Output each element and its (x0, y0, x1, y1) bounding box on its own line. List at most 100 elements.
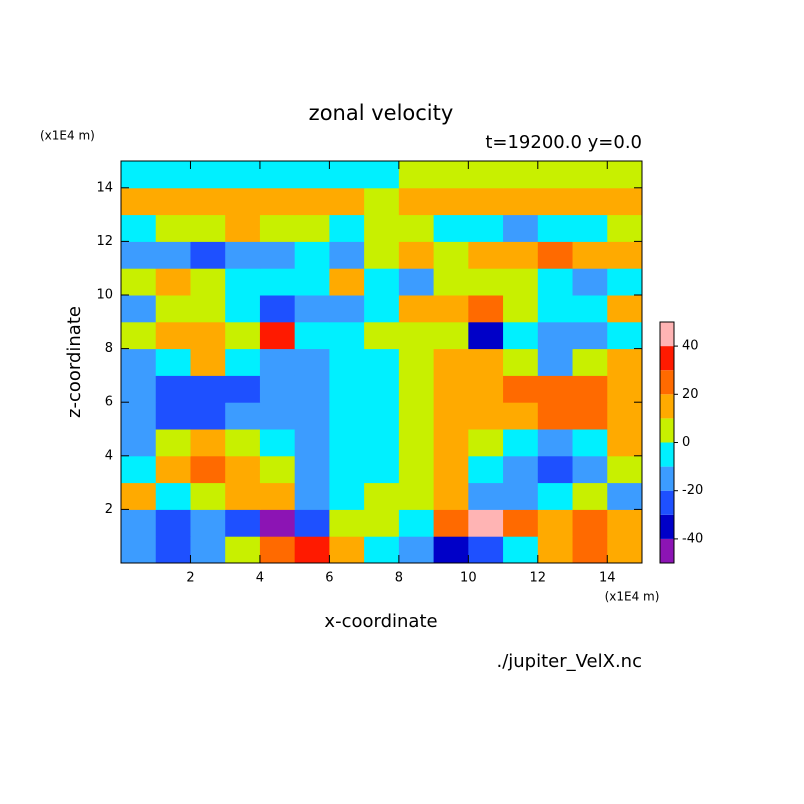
contour-cell (433, 321, 469, 350)
colorbar-swatch (660, 370, 674, 395)
colorbar-swatch (660, 514, 674, 539)
contour-cell (329, 429, 365, 457)
contour-cell (259, 348, 296, 376)
contour-cell (225, 187, 261, 216)
contour-cell (607, 536, 643, 564)
contour-cell (537, 321, 574, 350)
contour-cell (537, 429, 574, 457)
colorbar-swatch (660, 346, 674, 371)
contour-cell (225, 482, 261, 510)
contour-cell (398, 295, 435, 323)
contour-cell (190, 295, 226, 323)
contour-cell (121, 402, 157, 430)
contour-cell (503, 241, 539, 269)
contour-cell (121, 375, 157, 403)
contour-cell (364, 321, 400, 350)
contour-cell (190, 268, 226, 296)
chart-subtitle: t=19200.0 y=0.0 (485, 132, 642, 153)
contour-cell (364, 187, 400, 216)
contour-cell (155, 241, 191, 269)
contour-cell (155, 321, 191, 350)
contour-cell (329, 268, 365, 296)
contour-cell (329, 214, 365, 242)
contour-cell (572, 429, 608, 457)
colorbar-swatch (660, 418, 674, 443)
contour-cell (329, 509, 365, 537)
contour-cell (225, 509, 261, 537)
contour-cell (468, 375, 504, 403)
contour-cell (364, 536, 400, 564)
contour-cell (607, 482, 643, 510)
colorbar-tick-label: 20 (682, 387, 699, 402)
contour-cell (121, 455, 157, 484)
colorbar-tick-label: 0 (682, 435, 690, 450)
contour-cell (433, 161, 469, 189)
contour-cell (468, 161, 504, 189)
contour-cell (329, 187, 365, 216)
contour-cell (572, 161, 608, 189)
contour-cell (398, 348, 435, 376)
contour-cell (433, 509, 469, 537)
contour-cell (433, 214, 469, 242)
contour-cell (121, 214, 157, 242)
contour-cell (190, 161, 226, 189)
contour-cell (294, 536, 330, 564)
contour-cell (259, 214, 296, 242)
colorbar-swatch (660, 394, 674, 419)
contour-cell (364, 455, 400, 484)
contour-cell (468, 536, 504, 564)
contour-cell (468, 214, 504, 242)
contour-cell (537, 455, 574, 484)
contour-cell (294, 429, 330, 457)
contour-cell (121, 321, 157, 350)
contour-cell (329, 455, 365, 484)
contour-cell (225, 375, 261, 403)
contour-cell (572, 375, 608, 403)
contour-cell (433, 482, 469, 510)
contour-cell (121, 241, 157, 269)
contour-cell (294, 187, 330, 216)
contour-cell (225, 455, 261, 484)
contour-cell (225, 241, 261, 269)
x-tick-label: 8 (395, 571, 403, 586)
contour-cell (259, 241, 296, 269)
contour-cell (225, 348, 261, 376)
contour-cell (364, 268, 400, 296)
contour-cell (503, 295, 539, 323)
contour-cell (433, 536, 469, 564)
contour-cell (398, 455, 435, 484)
x-axis-label: x-coordinate (324, 611, 437, 632)
contour-cell (537, 268, 574, 296)
contour-cell (294, 482, 330, 510)
contour-cell (537, 402, 574, 430)
contour-cell (398, 241, 435, 269)
contour-cell (572, 268, 608, 296)
colorbar-tick-label: -40 (682, 531, 703, 546)
contour-cell (398, 321, 435, 350)
contour-cell (329, 348, 365, 376)
contour-cell (259, 268, 296, 296)
contour-cell (225, 429, 261, 457)
contour-cell (155, 509, 191, 537)
contour-cell (468, 455, 504, 484)
contour-cell (572, 295, 608, 323)
contour-cell (537, 295, 574, 323)
contour-cell (572, 455, 608, 484)
colorbar-tick-label: -20 (682, 483, 703, 498)
contour-cell (433, 268, 469, 296)
contour-cell (433, 375, 469, 403)
contour-cell (190, 509, 226, 537)
contour-cell (572, 214, 608, 242)
contour-cell (121, 161, 157, 189)
contour-cell (364, 375, 400, 403)
contour-cell (607, 241, 643, 269)
contour-cell (190, 187, 226, 216)
contour-cell (155, 268, 191, 296)
contour-cell (225, 161, 261, 189)
y-tick-label: 2 (105, 502, 113, 517)
x-tick-label: 6 (325, 571, 333, 586)
contour-cell (259, 482, 296, 510)
contour-cell (503, 482, 539, 510)
contour-cell (155, 161, 191, 189)
contour-cell (259, 509, 296, 537)
